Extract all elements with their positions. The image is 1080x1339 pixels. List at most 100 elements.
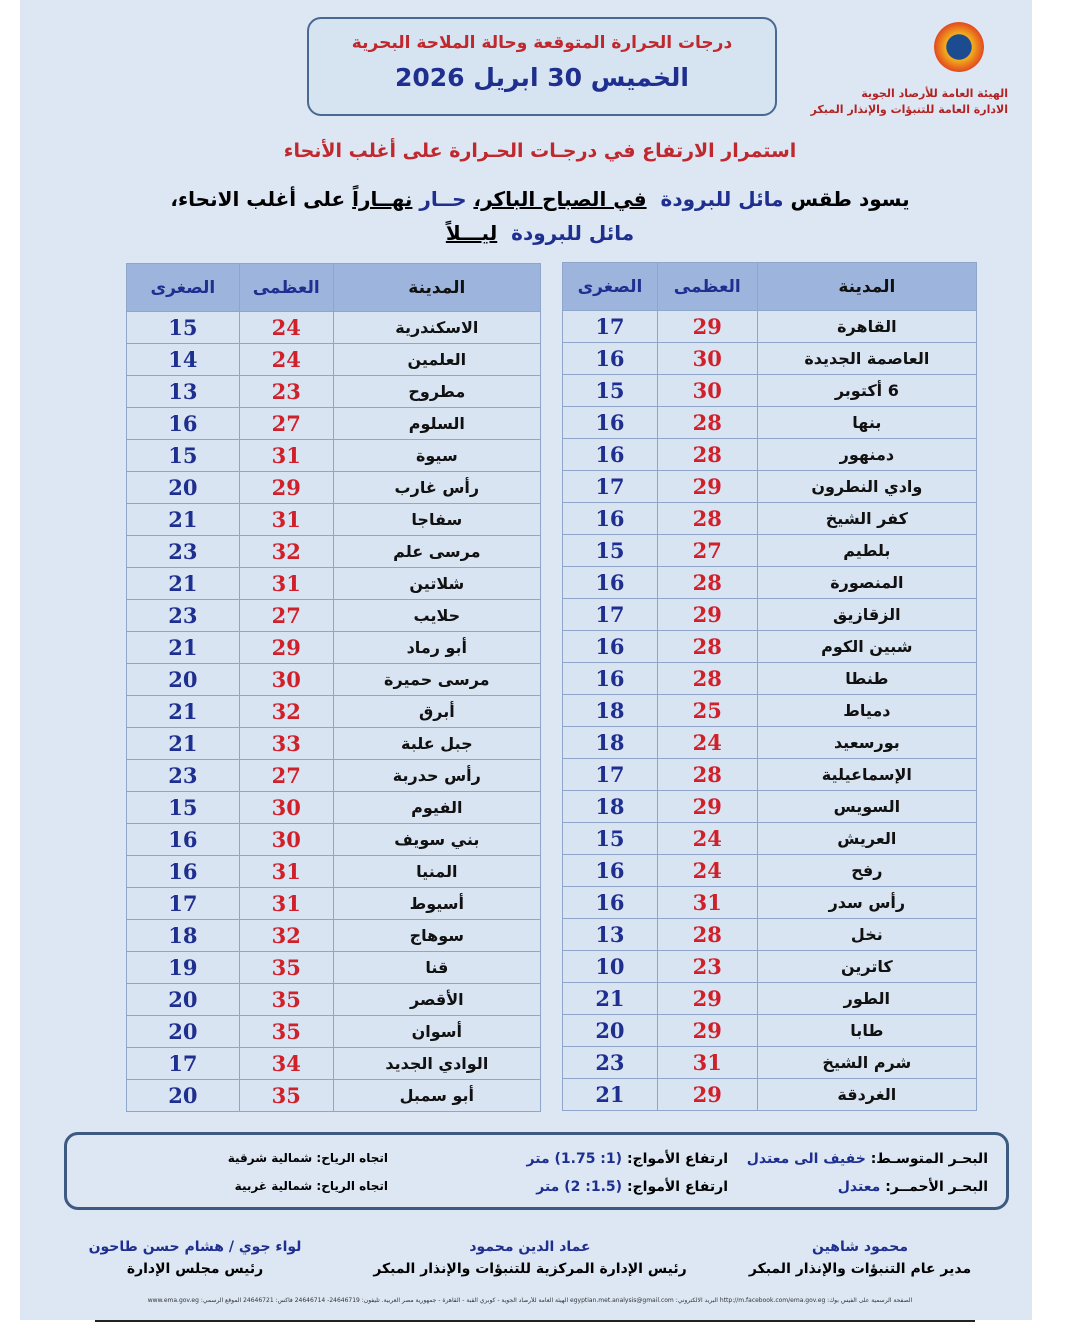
header-box: درجات الحرارة المتوقعة وحالة الملاحة الب… [307, 17, 777, 116]
min-temp: 16 [562, 662, 658, 695]
city-name: الغردقة [756, 1078, 978, 1111]
max-temp: 30 [238, 663, 334, 696]
desc-text: على أغلب الانحاء، [170, 187, 346, 211]
signer-title: رئيس الإدارة المركزية للتنبؤات والإنذار … [373, 1261, 687, 1277]
temperature-table-right: المدينة العظمى الصغرى القاهرة 29 17 العاصمة ا… [562, 262, 978, 1111]
min-temp: 19 [126, 951, 240, 984]
min-temp: 15 [126, 439, 240, 472]
max-temp: 31 [238, 887, 334, 920]
table-row: قنا 35 19 [126, 951, 542, 984]
table-row: الوادي الجديد 34 17 [126, 1047, 542, 1080]
min-temp: 15 [562, 822, 658, 855]
org-line2: الادارة العامة للتنبؤات والإنذار المبكر [810, 103, 1008, 116]
city-name: رأس غارب [332, 471, 542, 504]
col-min: الصغرى [562, 262, 658, 311]
min-temp: 21 [126, 631, 240, 664]
city-name: كفر الشيخ [756, 502, 978, 535]
label: اتجاه الرياح: [316, 1151, 388, 1165]
city-name: الفيوم [332, 791, 542, 824]
city-name: رفح [756, 854, 978, 887]
min-temp: 17 [126, 1047, 240, 1080]
value: شمالية شرقية [227, 1151, 313, 1165]
value: شمالية غربية [234, 1179, 313, 1193]
max-temp: 35 [238, 951, 334, 984]
min-temp: 23 [126, 759, 240, 792]
table-row: سفاجا 31 21 [126, 503, 542, 536]
max-temp: 30 [656, 374, 758, 407]
min-temp: 13 [126, 375, 240, 408]
table-row: دمنهور 28 16 [562, 438, 978, 471]
city-name: نخل [756, 918, 978, 951]
city-name: السويس [756, 790, 978, 823]
table-row: الفيوم 30 15 [126, 791, 542, 824]
max-temp: 25 [656, 694, 758, 727]
desc-text: ليـــلاً [445, 221, 498, 245]
table-row: شبين الكوم 28 16 [562, 630, 978, 663]
max-temp: 32 [238, 695, 334, 728]
desc-text: مائل للبرودة [511, 221, 635, 245]
max-temp: 27 [238, 599, 334, 632]
table-row: شلاتين 31 21 [126, 567, 542, 600]
max-temp: 31 [238, 439, 334, 472]
city-name: مرسى حميرة [332, 663, 542, 696]
value: خفيف الى معتدل [746, 1151, 866, 1167]
table-row: مطروح 23 13 [126, 375, 542, 408]
city-name: وادي النطرون [756, 470, 978, 503]
max-temp: 23 [238, 375, 334, 408]
min-temp: 15 [126, 311, 240, 344]
table-row: المنصورة 28 16 [562, 566, 978, 599]
city-name: مرسى علم [332, 535, 542, 568]
desc-text: نهــاراً [352, 187, 413, 211]
signer-title: رئيس مجلس الإدارة [126, 1261, 264, 1277]
city-name: الوادي الجديد [332, 1047, 542, 1080]
city-name: الاسكندرية [332, 311, 542, 344]
label: ارتفاع الأمواج: [626, 1179, 728, 1195]
max-temp: 35 [238, 1079, 334, 1112]
city-name: بورسعيد [756, 726, 978, 759]
max-temp: 28 [656, 630, 758, 663]
table-row: السلوم 27 16 [126, 407, 542, 440]
table-row: رأس حدربة 27 23 [126, 759, 542, 792]
header-title: درجات الحرارة المتوقعة وحالة الملاحة الب… [351, 33, 733, 53]
desc-text: في الصباح الباكر، [473, 187, 647, 211]
table-row: طنطا 28 16 [562, 662, 978, 695]
min-temp: 21 [562, 1078, 658, 1111]
city-name: المنصورة [756, 566, 978, 599]
city-name: العاصمة الجديدة [756, 342, 978, 375]
max-temp: 31 [238, 503, 334, 536]
header-date: الخميس 30 ابريل 2026 [395, 63, 689, 92]
min-temp: 16 [126, 823, 240, 856]
max-temp: 31 [656, 1046, 758, 1079]
min-temp: 18 [126, 919, 240, 952]
min-temp: 18 [562, 790, 658, 823]
min-temp: 16 [126, 855, 240, 888]
table-row: العاصمة الجديدة 30 16 [562, 342, 978, 375]
city-name: 6 أكتوبر [756, 374, 978, 407]
max-temp: 28 [656, 438, 758, 471]
label: اتجاه الرياح: [316, 1179, 388, 1193]
city-name: كاترين [756, 950, 978, 983]
max-temp: 29 [656, 310, 758, 343]
signer-name: محمود شاهين [811, 1239, 909, 1255]
marine-conditions: البحـر المتوسـط: خفيف الى معتدل ارتفاع ا… [64, 1132, 1009, 1210]
city-name: أسيوط [332, 887, 542, 920]
city-name: الأقصر [332, 983, 542, 1016]
desc-text: حــار [419, 187, 467, 211]
min-temp: 21 [126, 695, 240, 728]
table-row: الغردقة 29 21 [562, 1078, 978, 1111]
org-name: الهيئة العامة للأرصاد الجوية الادارة الع… [811, 86, 1008, 118]
min-temp: 17 [562, 598, 658, 631]
max-temp: 30 [238, 823, 334, 856]
max-temp: 29 [656, 598, 758, 631]
min-temp: 17 [562, 310, 658, 343]
col-city: المدينة [756, 262, 978, 311]
max-temp: 28 [656, 566, 758, 599]
value: (1.5: 2) متر [536, 1179, 623, 1195]
min-temp: 15 [562, 374, 658, 407]
city-name: مطروح [332, 375, 542, 408]
max-temp: 23 [656, 950, 758, 983]
min-temp: 16 [562, 854, 658, 887]
max-temp: 24 [656, 822, 758, 855]
table-row: أبرق 32 21 [126, 695, 542, 728]
value: (1: 1.75) متر [526, 1151, 623, 1167]
